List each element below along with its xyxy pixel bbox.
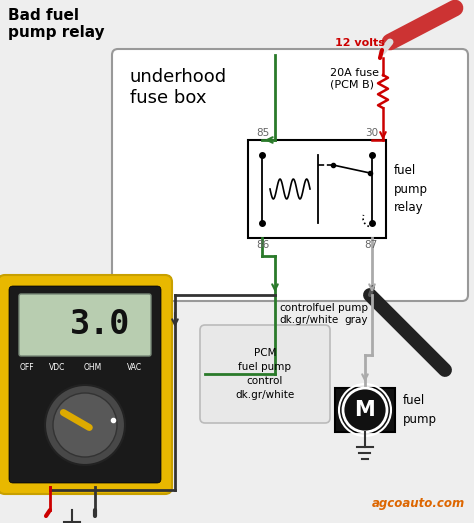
Circle shape — [343, 388, 387, 432]
FancyBboxPatch shape — [112, 49, 468, 301]
Text: control
dk.gr/white: control dk.gr/white — [279, 303, 338, 325]
Text: OFF: OFF — [20, 363, 34, 372]
FancyBboxPatch shape — [19, 294, 151, 356]
Bar — [335, 388, 395, 432]
Text: PCM
fuel pump
control
dk.gr/white: PCM fuel pump control dk.gr/white — [236, 348, 295, 400]
Text: 86: 86 — [256, 240, 269, 250]
Bar — [248, 140, 386, 238]
Text: OHM: OHM — [84, 363, 102, 372]
Text: fuel pump
gray: fuel pump gray — [315, 303, 368, 325]
Text: fuel
pump
relay: fuel pump relay — [394, 165, 428, 213]
FancyBboxPatch shape — [9, 286, 161, 483]
Text: 87: 87 — [365, 240, 378, 250]
FancyBboxPatch shape — [0, 275, 172, 494]
Text: Bad fuel
pump relay: Bad fuel pump relay — [8, 8, 105, 40]
Text: VAC: VAC — [128, 363, 143, 372]
Circle shape — [45, 385, 125, 465]
Text: 85: 85 — [256, 128, 269, 138]
Text: 30: 30 — [365, 128, 378, 138]
Text: underhood
fuse box: underhood fuse box — [130, 68, 227, 107]
Text: 20A fuse
(PCM B): 20A fuse (PCM B) — [330, 68, 379, 89]
Text: fuel
pump: fuel pump — [403, 394, 437, 426]
Text: M: M — [355, 400, 375, 420]
Text: agcoauto.com: agcoauto.com — [372, 497, 465, 510]
Circle shape — [53, 393, 117, 457]
Text: 12 volts: 12 volts — [335, 38, 385, 48]
Text: VDC: VDC — [49, 363, 65, 372]
Text: 3.0: 3.0 — [70, 309, 130, 342]
FancyBboxPatch shape — [200, 325, 330, 423]
